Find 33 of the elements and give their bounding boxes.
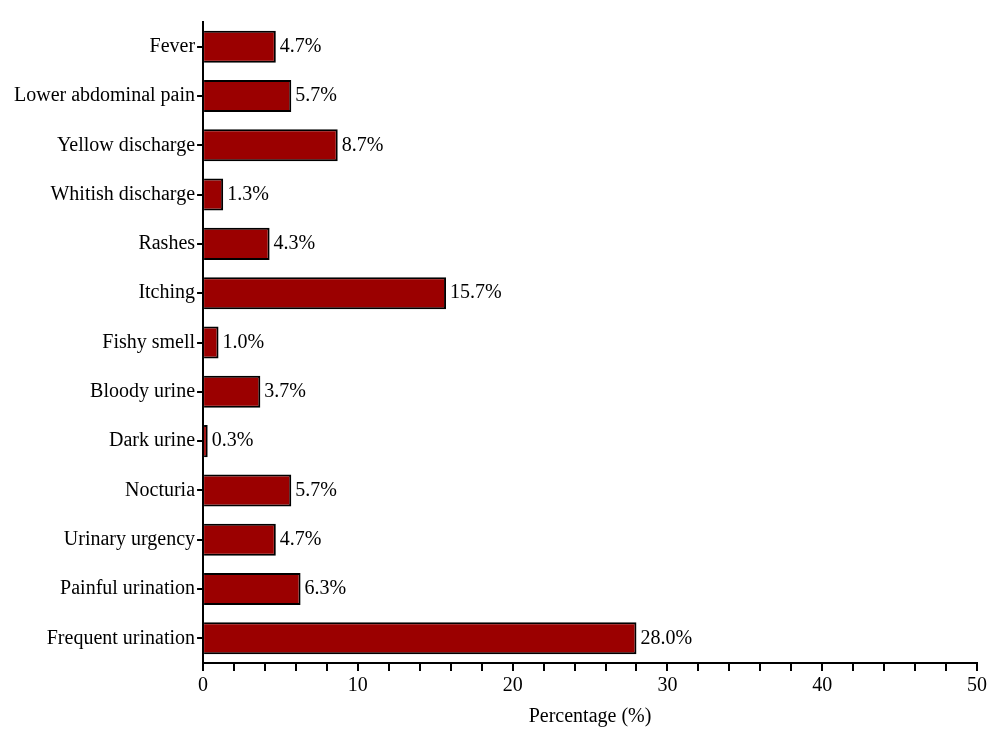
- x-tick-label: 30: [657, 673, 678, 696]
- y-tick-label: Yellow discharge: [56, 132, 196, 156]
- x-tick-label: 20: [502, 673, 523, 696]
- data-label: 15.7%: [450, 280, 502, 303]
- data-label: 4.7%: [279, 526, 322, 549]
- data-label: 5.7%: [295, 477, 337, 500]
- data-label: 6.3%: [304, 576, 347, 599]
- y-tick-label: Fever: [149, 33, 196, 56]
- y-tick-label: Urinary urgency: [63, 526, 196, 550]
- y-tick-label: Lower abdominal pain: [13, 83, 196, 107]
- data-label: 8.7%: [341, 132, 384, 155]
- data-label: 4.7%: [279, 33, 322, 56]
- y-tick-label: Fishy smell: [102, 329, 196, 353]
- y-tick-label: Whitish discharge: [50, 181, 196, 205]
- x-tick-label: 0: [198, 673, 209, 696]
- x-tick-label: 10: [347, 673, 368, 696]
- data-label: 3.7%: [264, 379, 306, 402]
- data-label: 0.3%: [211, 428, 254, 451]
- data-label: 5.7%: [295, 83, 337, 106]
- y-tick-label: Painful urination: [60, 576, 196, 599]
- data-label: 1.3%: [227, 181, 269, 204]
- data-label: 1.0%: [222, 329, 265, 352]
- x-tick-label: 50: [967, 673, 987, 696]
- y-tick-label: Rashes: [138, 231, 196, 254]
- y-tick-label: Bloody urine: [90, 379, 196, 403]
- x-tick-label: 40: [812, 673, 833, 696]
- data-label: 28.0%: [640, 625, 693, 648]
- y-tick-label: Itching: [138, 280, 196, 304]
- y-tick-label: Frequent urination: [46, 625, 196, 649]
- y-tick-label: Dark urine: [108, 428, 196, 451]
- y-tick-label: Nocturia: [125, 477, 196, 500]
- x-axis-title: Percentage (%): [528, 704, 652, 728]
- data-label: 4.3%: [273, 231, 316, 254]
